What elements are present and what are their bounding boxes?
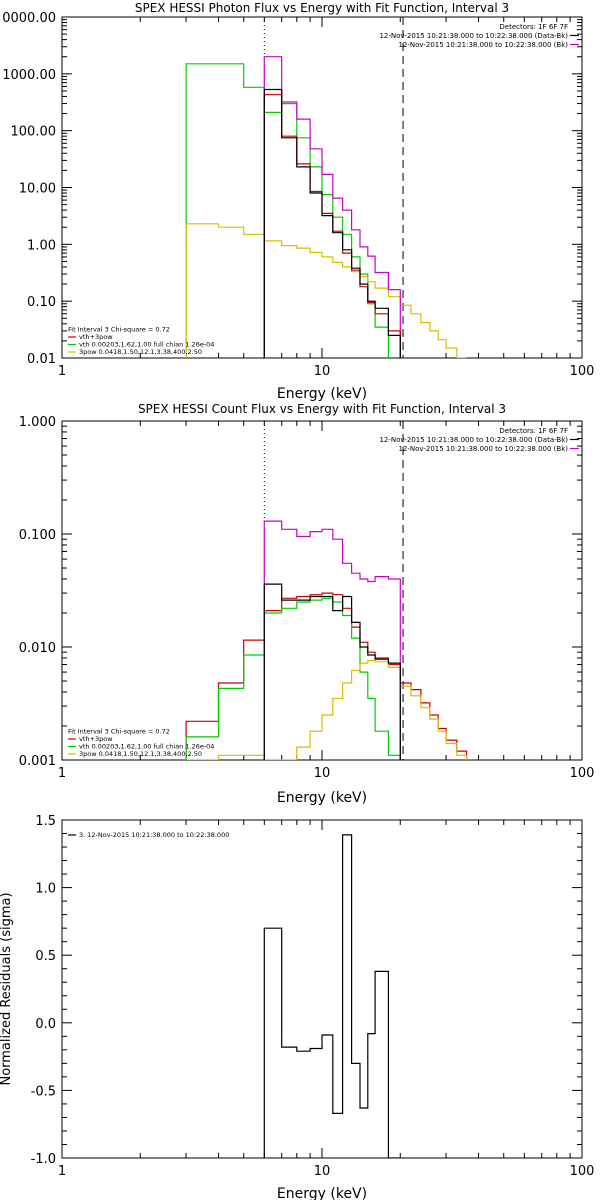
series-black-line [263,88,401,358]
header-line: Detectors: 1F 6F 7F [499,23,568,31]
y-tick-label: 0000.00 [2,11,56,26]
y-tick-label: 1.5 [35,814,56,829]
x-tick-label: 10 [314,364,331,379]
chart-title: SPEX HESSI Photon Flux vs Energy with Fi… [135,1,509,15]
y-tick-label: 1.0 [35,882,56,897]
header-line: Detectors: 1F 6F 7F [499,427,568,435]
legend-entry: vth 0.00203,1.62,1.00 full chian 1.26e-0… [79,743,214,751]
x-tick-label: 1 [58,364,66,379]
y-tick-label: -1.0 [31,1152,56,1167]
chart-panel-2: 1 10 100 0.001 0.010 0.100 1.000 SPEX HESSI Cou… [19,402,595,806]
series-black-line [263,583,401,760]
legend-entry: vth 0.00203,1.62,1.00 full chian 1.26e-0… [79,341,214,349]
y-tick-label: 0.01 [27,352,56,367]
series-yellow-line [185,223,467,358]
series-red-line [185,592,468,760]
legend-entry: vth+3pow [79,735,113,743]
y-tick-label: 0.100 [19,528,56,543]
series-group [185,56,467,358]
legend-entry: vth+3pow [79,333,113,341]
series-yellow-line [186,659,468,760]
y-tick-label: 0.0 [35,1017,56,1032]
header-line: 12-Nov-2015 10:21:38.000 to 10:22:38.000… [379,436,568,444]
x-tick-label: 1 [58,1164,66,1179]
series-green-line [185,63,401,358]
x-tick-label: 10 [314,1164,331,1179]
header-line: 12-Nov-2015 10:21:38.000 to 10:22:38.000… [398,445,568,453]
y-tick-label: 0.10 [27,295,56,310]
chart-panel-3: 1 10 100 -1.0 -0.5 0.0 0.5 1.0 1.5 Energy (keV) No… [0,814,594,1200]
y-tick-label: 0.5 [35,949,56,964]
x-tick-label: 100 [570,364,595,379]
y-axis-label: Normalized Residuals (sigma) [0,892,14,1085]
y-tick-label: 100.00 [11,125,57,140]
y-tick-label: 1.000 [19,415,56,430]
series-magenta-line [263,520,401,760]
y-tick-label: -0.5 [31,1084,56,1099]
y-tick-label: 1000.00 [2,68,56,83]
x-axis-label: Energy (keV) [277,1186,367,1200]
plot-frame [61,819,583,1159]
x-axis-label: Energy (keV) [277,386,367,402]
y-tick-label: 0.010 [19,641,56,656]
series-black-line [263,834,401,1158]
x-tick-label: 100 [570,766,595,781]
y-tick-label: 1.00 [27,238,56,253]
chart-panel-1: 1 10 100 0.01 0.10 1.00 10.00 100.00 1000.00 0000… [2,1,594,402]
chart-title: SPEX HESSI Count Flux vs Energy with Fit… [138,402,506,416]
header-line: 12-Nov-2015 10:21:38.000 to 10:22:38.000… [398,41,568,49]
series-group [185,520,468,760]
plot-frame [61,420,583,761]
x-tick-label: 10 [314,766,331,781]
header-line: 12-Nov-2015 10:21:38.000 to 10:22:38.000… [379,32,568,40]
series-group [263,834,401,1158]
x-axis-label: Energy (keV) [277,790,367,806]
x-tick-label: 100 [570,1164,595,1179]
legend-entry: Fit Interval 3 Chi-square = 0.72 [68,326,170,334]
series-green-line [185,597,401,760]
legend-entry: 3. 12-Nov-2015 10:21:38.000 to 10:22:38.… [79,831,229,839]
legend-entry: 3pow 0.0418,1.50,12.1,3.38,400,2.50 [79,750,202,758]
y-tick-label: 0.001 [19,754,56,769]
y-tick-label: 10.00 [19,182,56,197]
legend-entry: 3pow 0.0418,1.50,12.1,3.38,400,2.50 [79,348,202,356]
legend-entry: Fit Interval 3 Chi-square = 0.72 [68,728,170,736]
series-magenta-line [263,56,401,358]
x-tick-label: 1 [58,766,66,781]
